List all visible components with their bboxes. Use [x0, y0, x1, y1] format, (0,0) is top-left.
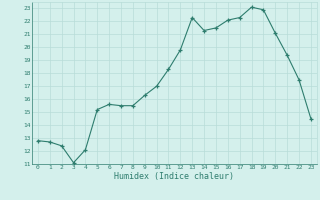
X-axis label: Humidex (Indice chaleur): Humidex (Indice chaleur)	[115, 172, 234, 181]
